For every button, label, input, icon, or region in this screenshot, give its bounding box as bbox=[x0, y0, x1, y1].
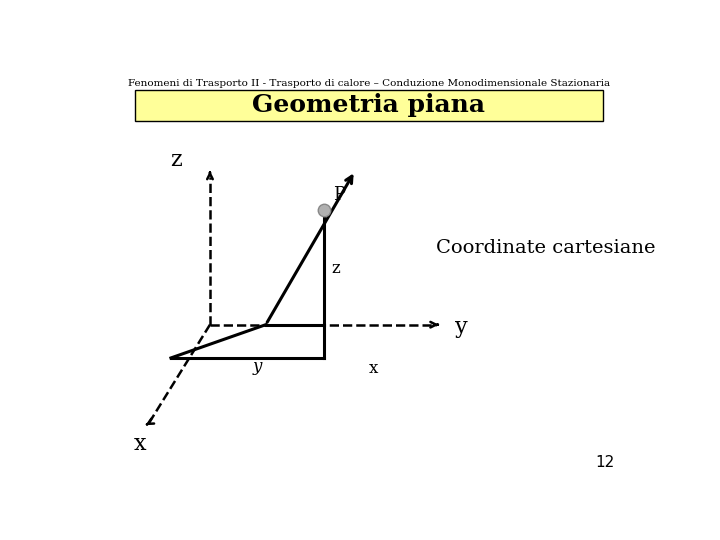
Text: y: y bbox=[456, 316, 468, 338]
Text: z: z bbox=[171, 149, 182, 171]
Text: x: x bbox=[134, 433, 146, 455]
Text: Coordinate cartesiane: Coordinate cartesiane bbox=[436, 239, 655, 256]
Text: 12: 12 bbox=[595, 455, 615, 470]
Text: z: z bbox=[331, 260, 340, 277]
Text: Geometria piana: Geometria piana bbox=[253, 93, 485, 117]
FancyBboxPatch shape bbox=[135, 90, 603, 121]
Text: Fenomeni di Trasporto II - Trasporto di calore – Conduzione Monodimensionale Sta: Fenomeni di Trasporto II - Trasporto di … bbox=[128, 79, 610, 89]
Text: P: P bbox=[333, 186, 345, 204]
Text: y: y bbox=[253, 358, 262, 375]
Text: x: x bbox=[369, 360, 379, 377]
